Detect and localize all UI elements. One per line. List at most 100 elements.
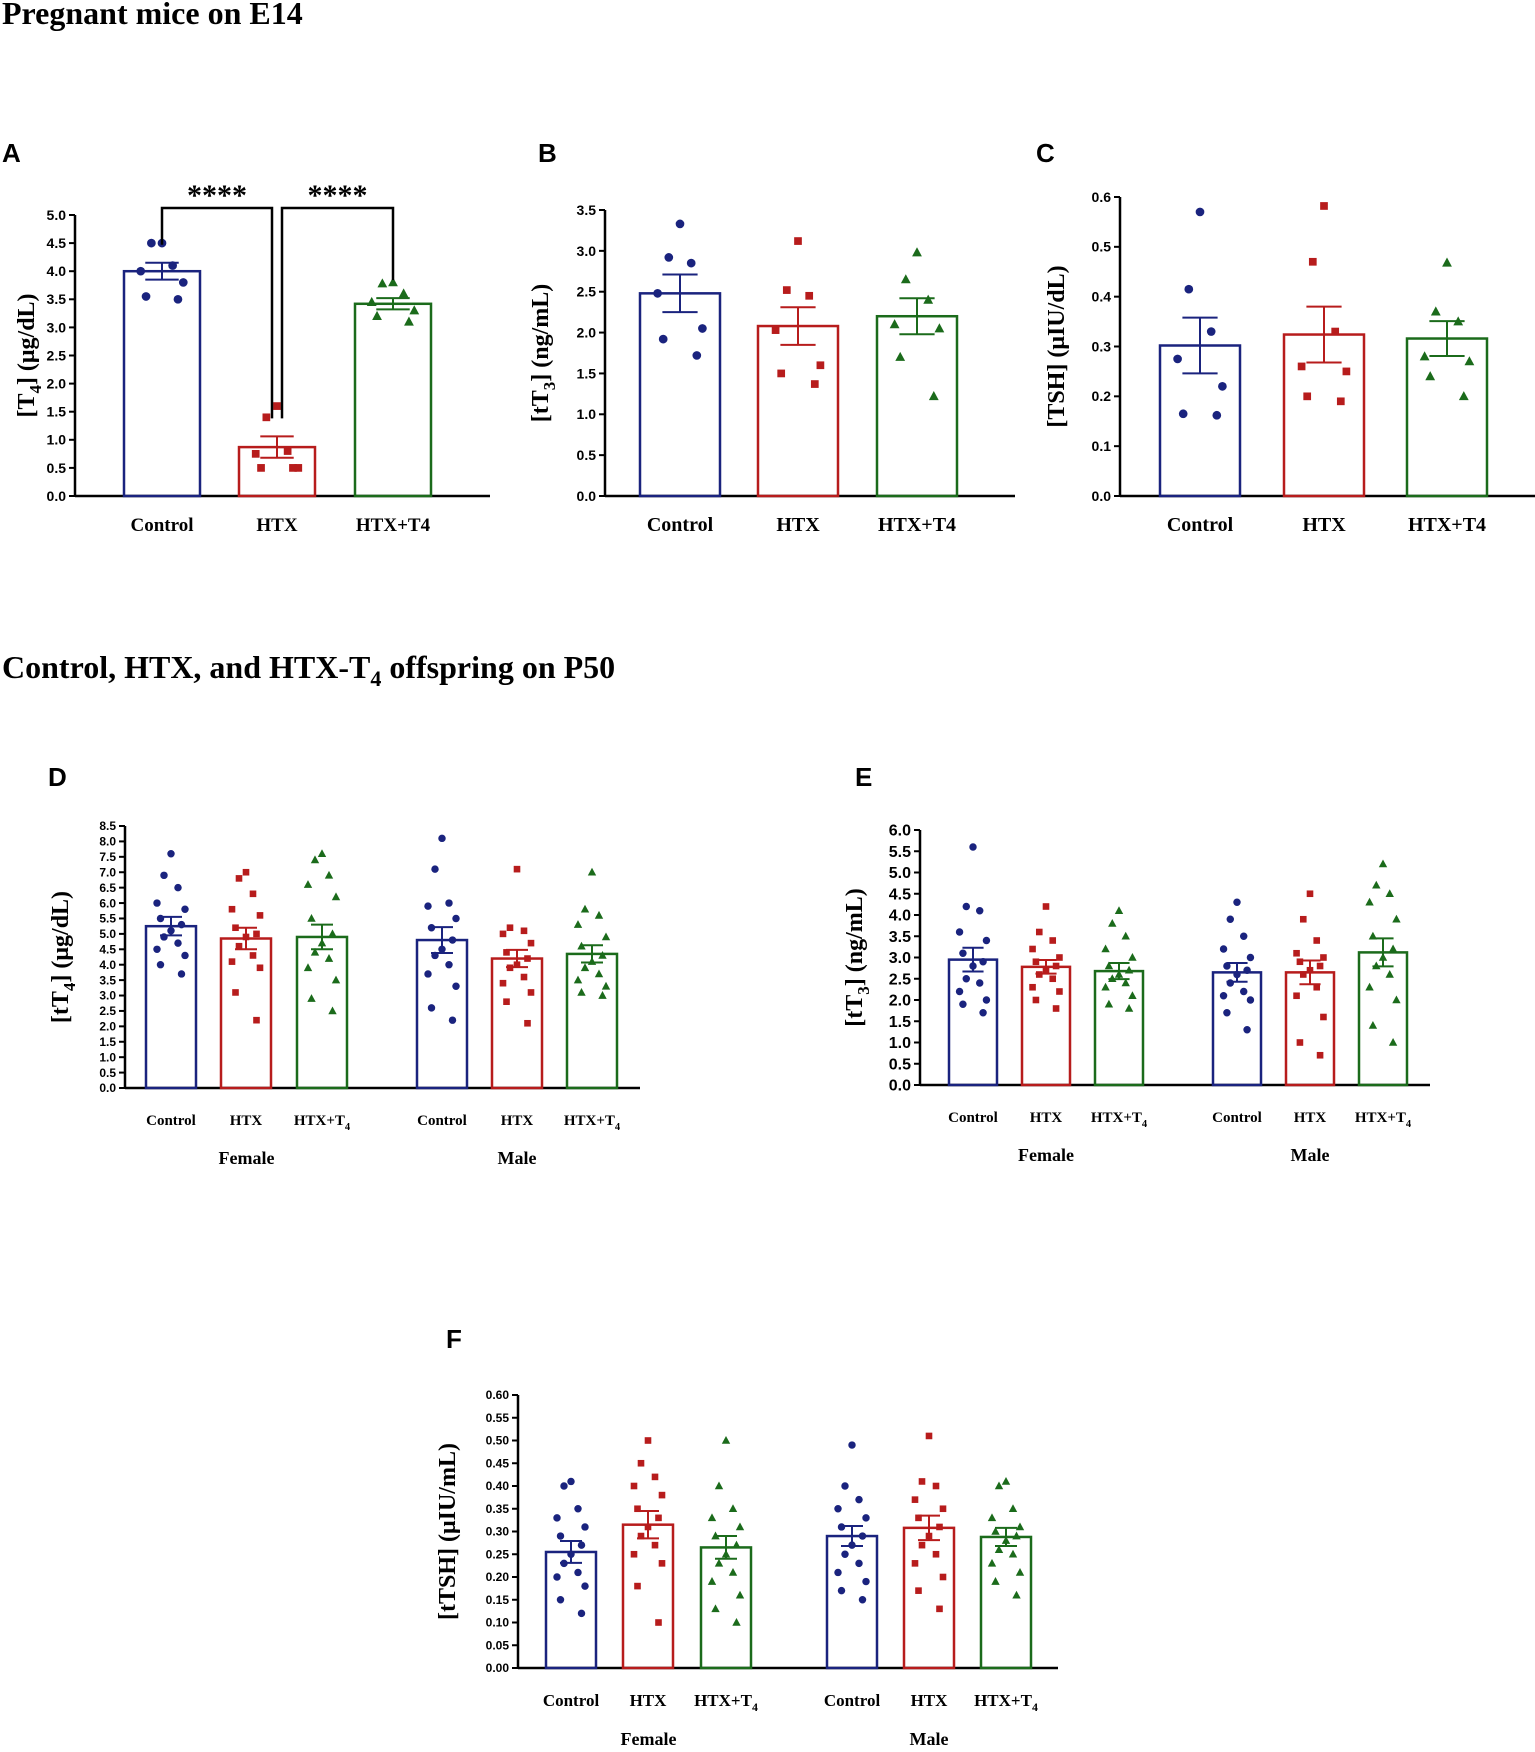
y-axis-label-tail: ] (μg/dL): [14, 293, 40, 385]
data-point: [991, 1527, 1000, 1535]
category-label-sub: 4: [1406, 1119, 1412, 1130]
data-point: [1368, 1021, 1378, 1029]
data-point: [911, 1560, 919, 1567]
significance-bracket: [160, 206, 274, 419]
category-label: Control: [131, 515, 194, 536]
data-point: [1240, 987, 1248, 996]
data-point: [257, 464, 265, 472]
category-label-main: HTX: [1030, 1110, 1063, 1126]
data-point: [160, 933, 168, 941]
category-label-sub: 4: [1032, 1700, 1038, 1714]
data-point: [513, 865, 521, 873]
data-point: [1342, 367, 1351, 376]
y-tick-label: 5.0: [47, 207, 67, 223]
y-tick-label: 2.5: [889, 971, 911, 988]
y-tick-label: 3.5: [577, 202, 597, 218]
y-tick-label: 4.5: [889, 886, 911, 903]
panel-letter-f: F: [446, 1324, 462, 1354]
data-point: [574, 1505, 582, 1513]
y-tick-label: 2.5: [577, 284, 597, 300]
data-point: [317, 849, 327, 858]
data-point: [452, 914, 460, 923]
data-point: [594, 969, 604, 978]
y-tick-label: 4.0: [889, 908, 911, 925]
data-point: [1212, 410, 1222, 420]
data-point: [915, 1514, 922, 1522]
y-axis-label-tail: ] (ng/mL): [528, 284, 554, 382]
data-point: [1124, 1004, 1134, 1012]
data-point: [1226, 979, 1234, 987]
category-label-main: Control: [146, 1113, 196, 1129]
category-label-main: Control: [824, 1691, 881, 1710]
group-label-female: Female: [1018, 1145, 1074, 1165]
data-point: [331, 975, 341, 984]
category-label-main: Control: [1167, 514, 1234, 536]
data-point: [573, 975, 583, 984]
data-point: [1303, 392, 1312, 401]
data-point: [1032, 958, 1040, 966]
data-point: [987, 1513, 997, 1522]
data-point: [1233, 970, 1241, 979]
data-point: [1114, 970, 1124, 978]
data-point: [1365, 897, 1374, 906]
data-point: [177, 920, 186, 929]
data-point: [438, 945, 446, 954]
data-point: [1101, 982, 1110, 991]
data-point: [574, 1568, 582, 1577]
data-point: [735, 1590, 745, 1599]
data-point: [499, 979, 507, 987]
category-label: HTX: [256, 515, 297, 536]
data-point: [228, 958, 236, 965]
bar-3: [353, 302, 433, 498]
data-point: [1372, 880, 1381, 889]
category-label: HTX: [911, 1691, 949, 1710]
data-point: [577, 987, 586, 996]
data-point: [834, 1568, 842, 1577]
data-point: [862, 1577, 870, 1586]
data-point: [675, 219, 685, 229]
data-point: [912, 247, 922, 257]
category-label: Control: [417, 1113, 467, 1129]
data-point: [594, 910, 604, 919]
y-tick-label: 0.0: [99, 1081, 116, 1095]
y-tick-label: 4.5: [99, 942, 116, 956]
data-point: [513, 961, 521, 969]
bar-3: [295, 935, 349, 1090]
data-point: [573, 920, 583, 928]
y-axis-label: [tT4] (μg/dL): [48, 891, 79, 1023]
data-point: [1108, 974, 1117, 983]
y-axis-label: [tT3] (ng/mL): [842, 888, 873, 1027]
data-point: [141, 292, 151, 301]
data-point: [567, 1550, 575, 1558]
category-label-main: Control: [131, 515, 194, 536]
y-axis-label-main: [tTSH] (μIU/mL): [435, 1443, 461, 1620]
section-title-offspring-tail: offspring on P50: [381, 649, 615, 685]
y-tick-label: 4.5: [47, 235, 67, 251]
data-point: [991, 1577, 1000, 1585]
category-label: HTX: [1302, 514, 1346, 536]
data-point: [630, 1482, 638, 1490]
data-point: [1218, 382, 1227, 391]
data-point: [915, 1587, 922, 1594]
data-point: [1052, 962, 1060, 970]
y-axis-label-sub: 3: [854, 986, 873, 995]
data-point: [932, 1550, 940, 1558]
data-point: [1233, 898, 1241, 906]
data-point: [848, 1541, 856, 1549]
data-point: [728, 1567, 738, 1576]
data-point: [777, 369, 786, 378]
y-axis-label-main: [tT: [528, 390, 554, 422]
data-point: [994, 1481, 1004, 1490]
y-axis-label-tail: ] (μg/dL): [48, 891, 74, 983]
data-point: [581, 1523, 589, 1531]
category-label-main: HTX+T: [294, 1113, 345, 1129]
data-point: [524, 1019, 531, 1027]
data-point: [771, 326, 780, 334]
chart-f: F 0.00 0.05 0.10 0.15 0.20 0.25 0.30 0.35 0.40 0.4…: [435, 1324, 1058, 1749]
panel-letter-b: B: [538, 138, 557, 168]
data-point: [577, 1541, 586, 1549]
data-point: [1121, 931, 1130, 940]
category-label-main: HTX: [230, 1113, 263, 1129]
y-tick-label: 3.0: [47, 319, 67, 335]
data-point: [598, 950, 607, 959]
